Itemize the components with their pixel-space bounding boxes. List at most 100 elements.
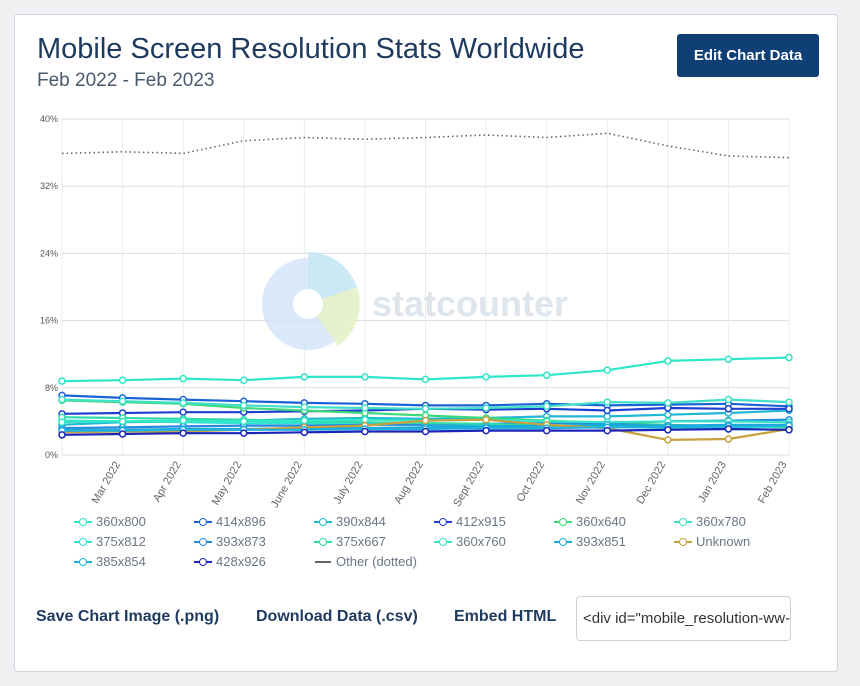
data-point[interactable] bbox=[179, 429, 187, 437]
x-tick-label: Sept 2022 bbox=[451, 460, 486, 509]
data-point[interactable] bbox=[664, 436, 672, 444]
x-tick-label: Apr 2022 bbox=[151, 460, 184, 505]
x-tick-label: May 2022 bbox=[210, 460, 245, 508]
legend-item[interactable]: 393x873 bbox=[194, 534, 266, 549]
legend-item[interactable]: 385x854 bbox=[74, 554, 146, 569]
data-point[interactable] bbox=[300, 428, 309, 437]
legend-swatch bbox=[74, 557, 92, 567]
data-point[interactable] bbox=[118, 397, 127, 405]
legend-label: 412x915 bbox=[456, 514, 506, 529]
data-point[interactable] bbox=[482, 415, 490, 424]
data-point[interactable] bbox=[361, 427, 369, 436]
data-point[interactable] bbox=[58, 395, 66, 404]
legend-marker bbox=[439, 517, 447, 526]
legend-item[interactable]: 375x667 bbox=[314, 534, 386, 549]
data-point[interactable] bbox=[785, 426, 793, 434]
data-point[interactable] bbox=[240, 429, 248, 437]
data-point[interactable] bbox=[603, 412, 611, 421]
data-point[interactable] bbox=[664, 357, 672, 365]
legend-swatch bbox=[674, 537, 692, 547]
data-point[interactable] bbox=[58, 418, 66, 426]
legend-swatch bbox=[554, 537, 572, 547]
legend-item[interactable]: 360x760 bbox=[434, 534, 506, 549]
watermark-text: statcounter bbox=[372, 283, 568, 324]
data-point[interactable] bbox=[361, 415, 369, 424]
data-point[interactable] bbox=[542, 371, 551, 379]
data-point[interactable] bbox=[785, 405, 793, 413]
data-point[interactable] bbox=[240, 376, 248, 384]
series-line-other-dotted-[interactable] bbox=[61, 132, 790, 159]
data-point[interactable] bbox=[421, 375, 430, 384]
x-tick-label: Oct 2022 bbox=[515, 460, 548, 505]
data-point[interactable] bbox=[58, 377, 66, 385]
data-point[interactable] bbox=[58, 431, 66, 439]
data-point[interactable] bbox=[664, 399, 672, 407]
edit-chart-data-button[interactable]: Edit Chart Data bbox=[677, 34, 819, 77]
embed-html-link[interactable]: Embed HTML bbox=[454, 608, 557, 625]
legend-marker bbox=[559, 517, 567, 526]
data-point[interactable] bbox=[361, 373, 369, 381]
data-point[interactable] bbox=[179, 399, 187, 407]
data-point[interactable] bbox=[724, 395, 733, 404]
legend-marker bbox=[199, 537, 207, 546]
data-point[interactable] bbox=[179, 416, 187, 425]
data-point[interactable] bbox=[724, 405, 733, 413]
embed-code-field[interactable]: <div id="mobile_resolution-ww-monthly-20… bbox=[576, 596, 791, 641]
legend-item[interactable]: 412x915 bbox=[434, 514, 506, 529]
legend-item[interactable]: 375x812 bbox=[74, 534, 146, 549]
data-point[interactable] bbox=[542, 426, 551, 435]
data-point[interactable] bbox=[240, 417, 248, 426]
legend-item[interactable]: 360x780 bbox=[674, 514, 746, 529]
legend-marker bbox=[679, 537, 687, 546]
data-point[interactable] bbox=[240, 401, 248, 410]
data-point[interactable] bbox=[179, 408, 187, 416]
x-tick-label: Nov 2022 bbox=[574, 460, 608, 507]
legend-item[interactable]: 414x896 bbox=[194, 514, 266, 529]
legend-swatch bbox=[314, 557, 332, 567]
legend-swatch bbox=[674, 517, 692, 527]
x-tick-label: June 2022 bbox=[269, 460, 305, 511]
legend-dash bbox=[315, 560, 331, 563]
data-point[interactable] bbox=[664, 426, 672, 434]
legend-item[interactable]: 390x844 bbox=[314, 514, 386, 529]
legend-marker bbox=[559, 537, 567, 546]
legend-item[interactable]: 360x640 bbox=[554, 514, 626, 529]
data-point[interactable] bbox=[482, 426, 490, 435]
data-point[interactable] bbox=[118, 430, 127, 438]
data-point[interactable] bbox=[421, 427, 430, 436]
legend-item[interactable]: 393x851 bbox=[554, 534, 626, 549]
data-point[interactable] bbox=[542, 402, 551, 411]
legend-item[interactable]: 428x926 bbox=[194, 554, 266, 569]
legend-label: 428x926 bbox=[216, 554, 266, 569]
data-point[interactable] bbox=[118, 376, 127, 384]
data-point[interactable] bbox=[603, 406, 611, 415]
legend-marker bbox=[79, 537, 87, 546]
x-tick-label: Mar 2022 bbox=[90, 460, 124, 506]
legend-item[interactable]: Unknown bbox=[674, 534, 750, 549]
data-point[interactable] bbox=[421, 405, 430, 413]
save-chart-image-link[interactable]: Save Chart Image (.png) bbox=[36, 608, 220, 625]
legend-item[interactable]: 360x800 bbox=[74, 514, 146, 529]
data-point[interactable] bbox=[300, 373, 309, 381]
data-point[interactable] bbox=[603, 398, 611, 406]
data-point[interactable] bbox=[118, 417, 127, 426]
data-point[interactable] bbox=[179, 374, 187, 383]
data-point[interactable] bbox=[421, 416, 430, 425]
legend-swatch bbox=[194, 517, 212, 527]
data-point[interactable] bbox=[300, 416, 309, 425]
data-point[interactable] bbox=[603, 366, 611, 374]
data-point[interactable] bbox=[482, 373, 490, 381]
legend-item[interactable]: Other (dotted) bbox=[314, 554, 417, 569]
legend-label: 360x760 bbox=[456, 534, 506, 549]
data-point[interactable] bbox=[482, 404, 490, 412]
data-point[interactable] bbox=[724, 425, 733, 433]
data-point[interactable] bbox=[300, 403, 309, 411]
data-point[interactable] bbox=[603, 426, 611, 435]
data-point[interactable] bbox=[785, 398, 793, 406]
data-point[interactable] bbox=[724, 355, 733, 363]
data-point[interactable] bbox=[361, 404, 369, 412]
download-data-link[interactable]: Download Data (.csv) bbox=[256, 608, 418, 625]
data-point[interactable] bbox=[664, 410, 672, 419]
data-point[interactable] bbox=[785, 353, 793, 362]
data-point[interactable] bbox=[724, 435, 733, 443]
